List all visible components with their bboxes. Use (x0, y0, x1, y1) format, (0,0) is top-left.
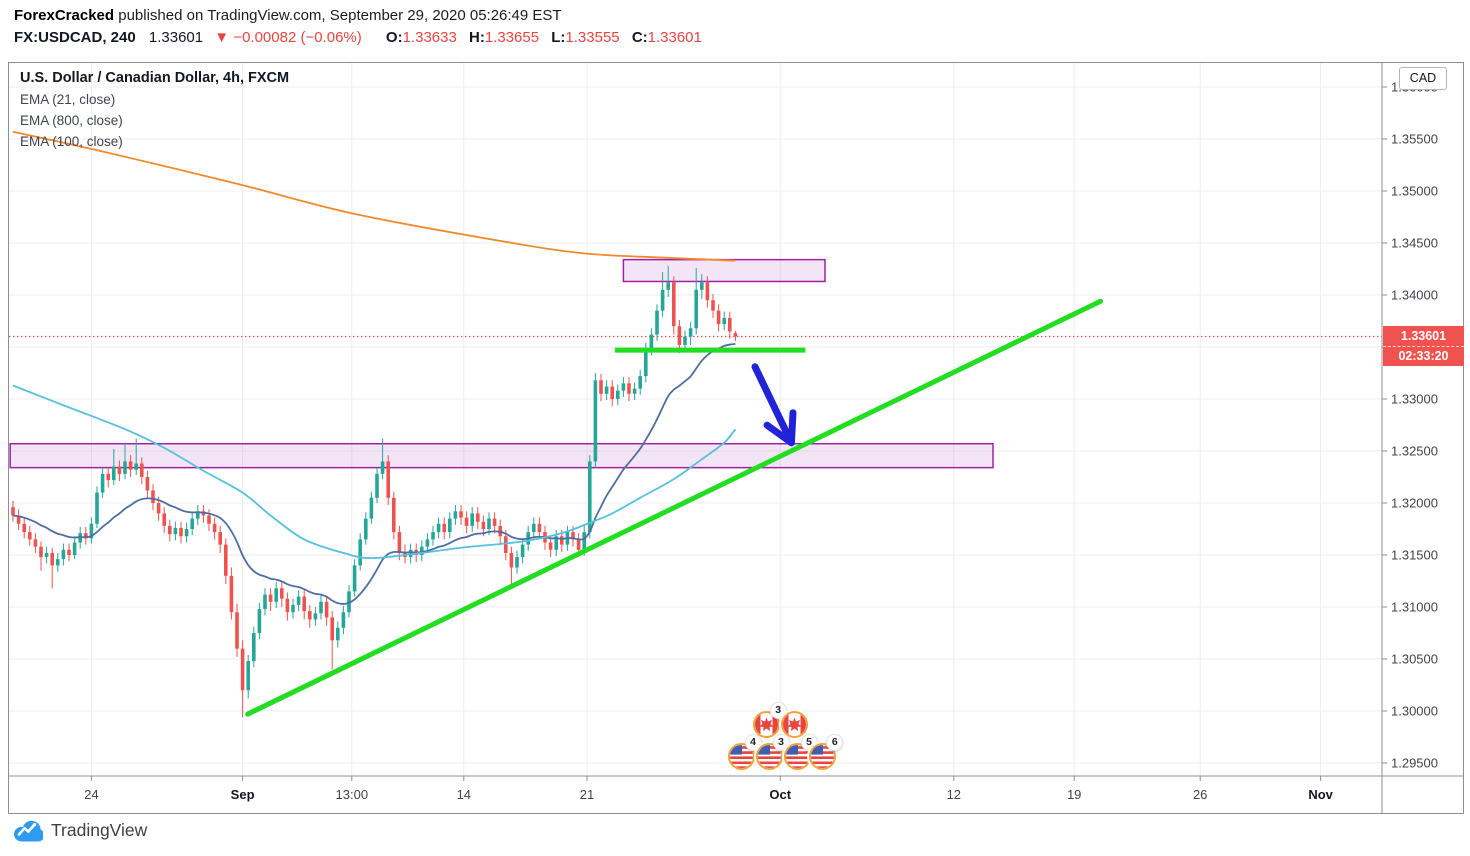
time-tick-label: 24 (84, 787, 98, 802)
economic-event-icon-usa[interactable]: 4 (727, 733, 762, 770)
time-tick-label: 12 (947, 787, 961, 802)
direction-triangle-icon: ▼ (214, 29, 230, 46)
event-count-badge: 3 (772, 733, 790, 751)
byline: ForexCracked published on TradingView.co… (14, 5, 702, 27)
event-count-badge: 5 (800, 733, 818, 751)
price-tick-label: 1.30000 (1391, 704, 1438, 719)
price-tick-label: 1.34500 (1391, 236, 1438, 251)
usa-flag-icon (809, 742, 837, 770)
time-tick-label: Sep (231, 787, 255, 802)
economic-event-icon-canada[interactable]: 3 (752, 701, 787, 738)
economic-event-icon-usa[interactable]: 3 (755, 733, 790, 770)
price-axis[interactable]: 1.360001.355001.350001.345001.340001.335… (1382, 80, 1438, 771)
high-value: 1.33655 (484, 29, 540, 46)
open-label: O: (385, 29, 403, 46)
low-value: 1.33555 (565, 29, 620, 46)
economic-event-icon-usa[interactable]: 5 (783, 733, 818, 770)
canada-flag-icon (780, 710, 808, 738)
high-label: H: (469, 29, 485, 46)
tradingview-logo-icon (14, 820, 43, 842)
time-tick-label: 13:00 (336, 787, 369, 802)
currency-toggle-button[interactable]: CAD (1399, 67, 1447, 90)
symbol-title: FX:USDCAD, 240 (14, 29, 136, 46)
time-tick-label: Oct (769, 787, 791, 802)
price-tick-label: 1.30500 (1391, 652, 1438, 667)
supply-zone[interactable] (622, 258, 826, 283)
time-tick-label: Nov (1308, 787, 1333, 802)
usa-flag-icon (727, 742, 755, 770)
ema-lines (12, 130, 737, 605)
last-price-axis-label: 1.33601 (1383, 326, 1464, 346)
ema-800-line (12, 130, 736, 262)
chart-widget[interactable]: 1.360001.355001.350001.345001.340001.335… (8, 62, 1464, 814)
chart-header: ForexCracked published on TradingView.co… (14, 5, 702, 49)
usa-flag-icon (755, 742, 783, 770)
tradingview-attribution[interactable]: TradingView (12, 818, 147, 842)
price-tick-label: 1.35500 (1391, 132, 1438, 147)
candlestick-series (11, 265, 738, 718)
ascending-trendline[interactable] (245, 298, 1104, 717)
tradingview-logo-text: TradingView (51, 819, 148, 840)
author-name: ForexCracked (14, 7, 115, 24)
time-tick-label: 26 (1193, 787, 1207, 802)
price-tick-label: 1.33000 (1391, 392, 1438, 407)
price-tick-label: 1.29500 (1391, 756, 1438, 771)
economic-event-icon-canada[interactable] (780, 710, 808, 738)
last-price: 1.33601 (148, 29, 204, 46)
time-tick-label: 14 (457, 787, 471, 802)
supply-demand-zones[interactable] (9, 258, 994, 469)
bar-countdown-label: 02:33:20 (1383, 346, 1464, 366)
gridlines (9, 63, 1382, 776)
demand-zone[interactable] (9, 442, 994, 469)
ema-100-line (12, 384, 737, 560)
price-tick-label: 1.32000 (1391, 496, 1438, 511)
event-count-badge: 3 (769, 701, 787, 719)
low-label: L: (551, 29, 566, 46)
time-tick-label: 19 (1067, 787, 1081, 802)
usa-flag-icon (783, 742, 811, 770)
chart-canvas[interactable]: 1.360001.355001.350001.345001.340001.335… (9, 63, 1463, 813)
publish-info: published on TradingView.com, September … (114, 7, 562, 24)
time-axis[interactable]: 24 Sep 13:00 14 21 Oct 12 19 26 Nov (84, 776, 1334, 802)
event-count-badge: 4 (744, 733, 762, 751)
sell-projection-arrow[interactable] (751, 363, 797, 447)
price-tick-label: 1.31000 (1391, 600, 1438, 615)
symbol-status-line: FX:USDCAD, 240 1.33601 ▼ −0.00082 (−0.06… (14, 27, 702, 49)
economic-event-icon-usa[interactable]: 6 (809, 733, 844, 770)
ema-21-line (12, 342, 736, 605)
open-value: 1.33633 (402, 29, 457, 46)
event-count-badge: 6 (826, 733, 844, 751)
close-label: C: (631, 29, 648, 46)
price-tick-label: 1.32500 (1391, 444, 1438, 459)
price-tick-label: 1.34000 (1391, 288, 1438, 303)
canada-flag-icon (752, 710, 780, 738)
close-value: 1.33601 (647, 29, 702, 46)
price-change: −0.00082 (−0.06%) (233, 29, 362, 46)
time-tick-label: 21 (580, 787, 594, 802)
price-tick-label: 1.35000 (1391, 184, 1438, 199)
price-tick-label: 1.31500 (1391, 548, 1438, 563)
